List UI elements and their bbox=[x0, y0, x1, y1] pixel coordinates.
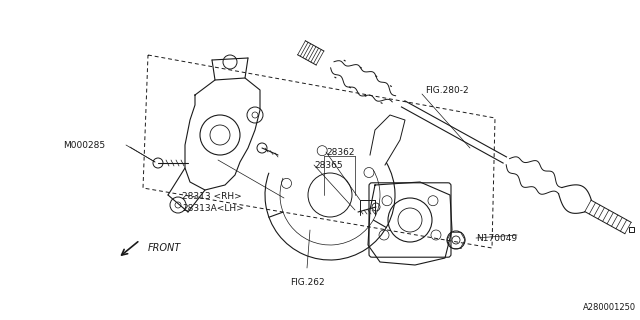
Text: 28313A<LH>: 28313A<LH> bbox=[182, 204, 244, 212]
Text: 28362: 28362 bbox=[326, 148, 355, 156]
Text: M000285: M000285 bbox=[63, 140, 105, 149]
Text: FIG.280-2: FIG.280-2 bbox=[425, 85, 468, 94]
Text: N170049: N170049 bbox=[476, 234, 517, 243]
Text: A280001250: A280001250 bbox=[583, 303, 636, 312]
Text: FIG.262: FIG.262 bbox=[290, 278, 324, 287]
Text: 28313 <RH>: 28313 <RH> bbox=[182, 191, 242, 201]
Text: 28365: 28365 bbox=[314, 161, 342, 170]
Text: FRONT: FRONT bbox=[148, 243, 181, 253]
